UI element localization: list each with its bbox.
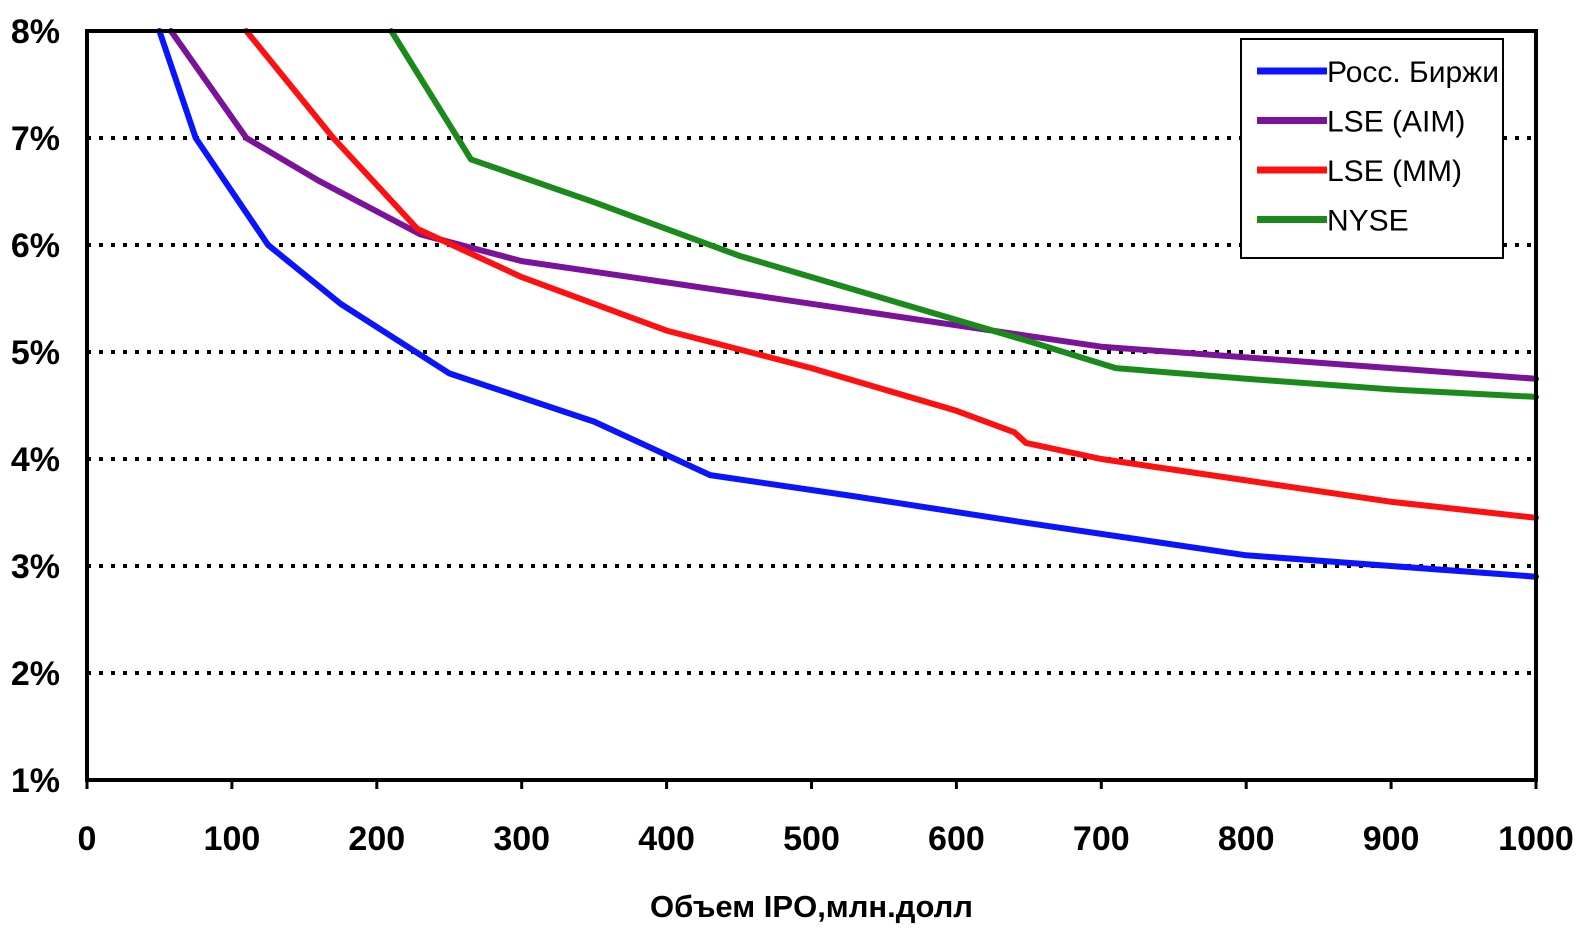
legend-label: LSE (MM) — [1327, 155, 1462, 188]
x-tick-label: 900 — [1363, 820, 1420, 858]
y-tick-label: 2% — [11, 655, 60, 693]
x-tick-label: 600 — [928, 820, 985, 858]
y-tick-label: 7% — [11, 120, 60, 158]
x-tick-label: 700 — [1073, 820, 1130, 858]
series-lines — [156, 28, 1539, 580]
x-tick-label: 400 — [638, 820, 695, 858]
grid-lines — [87, 136, 1536, 675]
y-tick-label: 6% — [11, 227, 60, 265]
x-tick-label: 0 — [78, 820, 97, 858]
y-tick-label: 4% — [11, 441, 60, 479]
x-axis-ticks: 0 100 200 300 400 500 600 700 800 900 1000 — [78, 780, 1574, 858]
legend-label: NYSE — [1327, 205, 1409, 238]
series-line — [243, 28, 1539, 521]
x-tick-label: 500 — [783, 820, 840, 858]
x-tick-label: 100 — [204, 820, 261, 858]
legend: Росс. Биржи LSE (AIM) LSE (MM) NYSE — [1240, 38, 1504, 259]
series-line — [168, 28, 1539, 382]
x-tick-label: 1000 — [1498, 820, 1574, 858]
x-axis-title: Объем IPO,млн.долл — [650, 889, 973, 924]
legend-label: LSE (AIM) — [1327, 106, 1465, 139]
y-tick-label: 5% — [11, 334, 60, 372]
y-tick-label: 3% — [11, 548, 60, 586]
series-line — [156, 28, 1539, 580]
y-tick-label: 8% — [11, 13, 60, 51]
x-tick-label: 300 — [493, 820, 550, 858]
series-line — [388, 28, 1539, 400]
x-tick-label: 800 — [1218, 820, 1275, 858]
y-axis-ticks: 1% 2% 3% 4% 5% 6% 7% 8% — [11, 13, 60, 800]
y-tick-label: 1% — [11, 762, 60, 800]
x-tick-label: 200 — [348, 820, 405, 858]
legend-label: Росс. Биржи — [1327, 56, 1499, 89]
